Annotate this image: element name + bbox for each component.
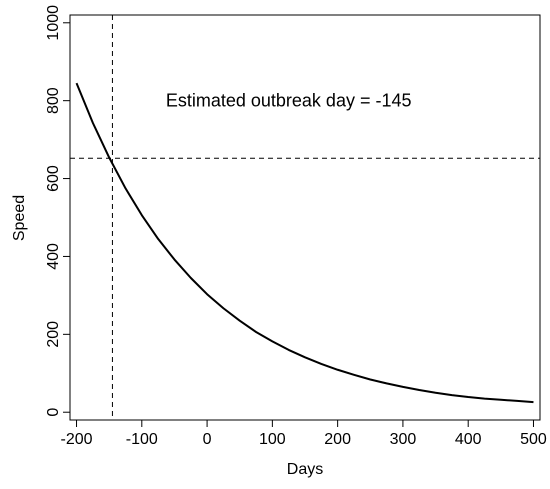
y-tick-label: 0	[45, 408, 62, 417]
x-axis: -200 -100 0 100 200 300 400 500	[61, 420, 547, 448]
x-tick-label: 500	[520, 431, 547, 448]
y-tick-label: 600	[45, 165, 62, 192]
y-tick-label: 400	[45, 243, 62, 270]
x-tick-label: -200	[61, 431, 93, 448]
x-tick-label: 200	[324, 431, 351, 448]
y-axis-title: Speed	[11, 195, 28, 241]
plot-frame	[69, 14, 541, 421]
y-tick-label: 800	[45, 87, 62, 114]
annotations: Estimated outbreak day = -145	[166, 91, 412, 111]
y-axis: 0 200 400 600 800 1000	[45, 5, 70, 417]
x-tick-label: -100	[126, 431, 158, 448]
y-tick-label: 200	[45, 321, 62, 348]
annotation-text: Estimated outbreak day = -145	[166, 91, 412, 111]
series-group	[75, 82, 534, 404]
x-axis-title: Days	[287, 461, 323, 478]
reference-lines	[70, 15, 540, 420]
x-tick-label: 100	[259, 431, 286, 448]
series-line	[75, 82, 534, 404]
x-tick-label: 0	[203, 431, 212, 448]
x-tick-label: 300	[390, 431, 417, 448]
y-tick-label: 1000	[45, 5, 62, 41]
x-tick-label: 400	[455, 431, 482, 448]
